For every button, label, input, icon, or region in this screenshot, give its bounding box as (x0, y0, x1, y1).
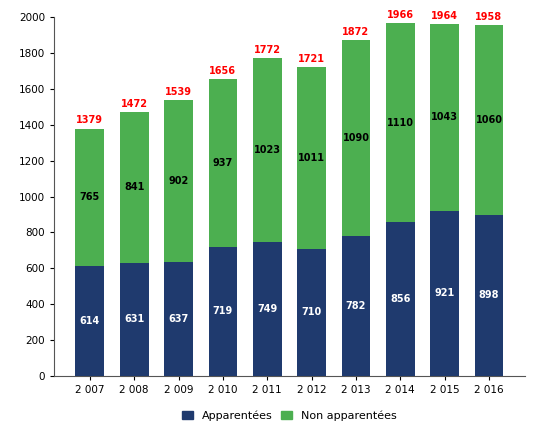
Text: 1964: 1964 (431, 10, 458, 20)
Text: 782: 782 (346, 301, 366, 311)
Text: 1110: 1110 (387, 118, 414, 128)
Bar (164, 100, 193, 262)
Bar (430, 211, 459, 376)
Text: 1539: 1539 (165, 87, 192, 97)
Text: 631: 631 (124, 314, 144, 324)
Bar (253, 241, 282, 376)
Text: 902: 902 (168, 176, 189, 186)
Bar (474, 215, 503, 376)
Text: 749: 749 (257, 304, 278, 314)
Bar (341, 235, 371, 376)
Text: 1472: 1472 (121, 99, 148, 109)
Text: 898: 898 (479, 290, 499, 300)
Text: 1060: 1060 (476, 115, 503, 125)
Text: 937: 937 (213, 158, 233, 168)
Bar (386, 222, 415, 376)
Text: 1958: 1958 (476, 12, 503, 22)
Text: 921: 921 (434, 288, 455, 298)
Text: 637: 637 (168, 314, 189, 324)
Bar (297, 248, 326, 376)
Bar (208, 247, 237, 376)
Bar (474, 25, 503, 215)
Text: 1772: 1772 (254, 45, 281, 55)
Text: 1043: 1043 (431, 112, 458, 122)
Bar (253, 58, 282, 241)
Bar (386, 23, 415, 222)
Bar (297, 67, 326, 248)
Text: 1090: 1090 (342, 133, 370, 143)
Bar (76, 266, 104, 376)
Bar (341, 40, 371, 235)
Bar (208, 79, 237, 247)
Text: 719: 719 (213, 306, 233, 316)
Bar (76, 129, 104, 266)
Text: 856: 856 (390, 294, 411, 304)
Text: 1011: 1011 (298, 153, 325, 163)
Text: 614: 614 (80, 316, 100, 326)
Text: 1872: 1872 (342, 27, 370, 37)
Text: 1379: 1379 (76, 115, 103, 125)
Text: 1656: 1656 (209, 66, 236, 76)
Bar (120, 263, 149, 376)
Text: 710: 710 (301, 307, 322, 317)
Text: 765: 765 (80, 192, 100, 202)
Text: 841: 841 (124, 182, 144, 192)
Bar (430, 24, 459, 211)
Text: 1721: 1721 (298, 54, 325, 64)
Legend: Apparentées, Non apparentées: Apparentées, Non apparentées (179, 407, 400, 424)
Bar (120, 112, 149, 263)
Bar (164, 262, 193, 376)
Text: 1023: 1023 (254, 145, 281, 155)
Text: 1966: 1966 (387, 10, 414, 20)
